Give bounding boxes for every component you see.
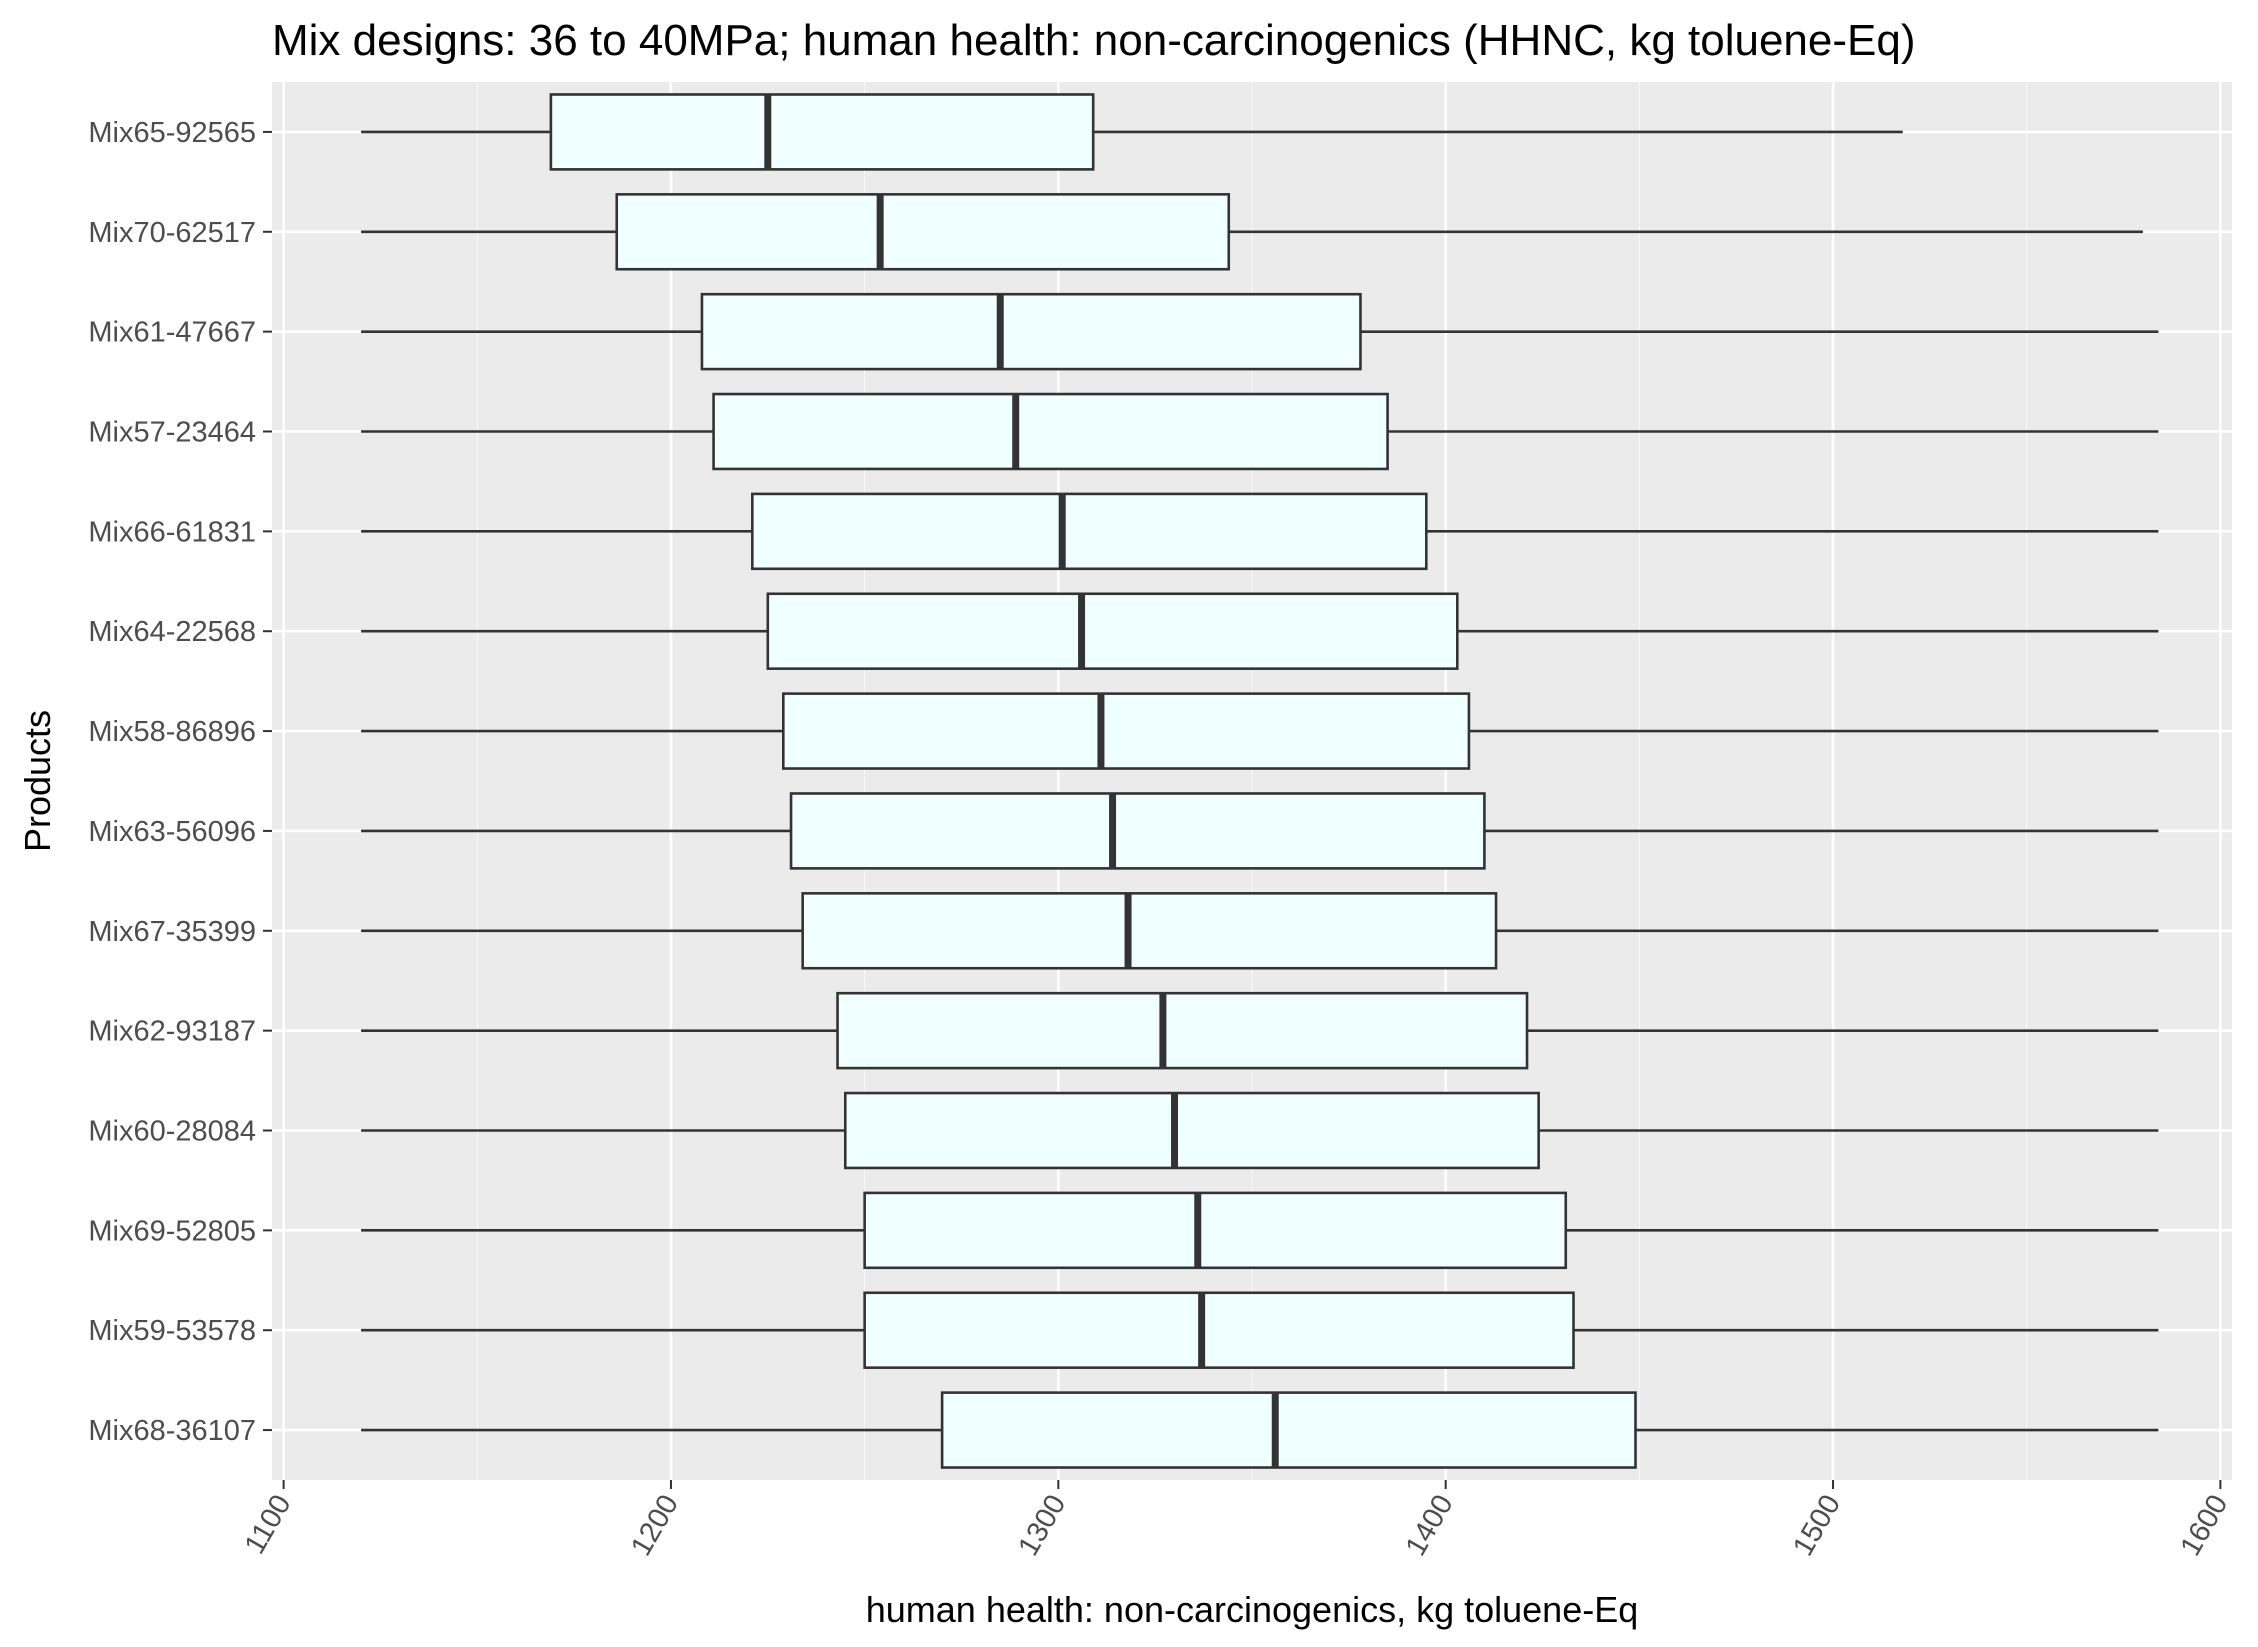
chart-title: Mix designs: 36 to 40MPa; human health: …: [272, 16, 1916, 65]
box-group: [361, 1291, 2159, 1369]
y-axis: Mix65-92565 Mix70-62517 Mix61-47667 Mix57-2…: [88, 117, 272, 1447]
box-iqr: [801, 892, 1498, 970]
box-group: [361, 991, 2159, 1070]
box-series: [361, 93, 2159, 1469]
y-tick-label: Mix64-22568: [88, 616, 256, 648]
x-axis: 1100 1200 1300 1400 1500 1600: [239, 1480, 2234, 1562]
box-iqr: [615, 193, 1231, 271]
box-iqr: [782, 692, 1471, 770]
box-group: [361, 892, 2159, 970]
x-axis-title: human health: non-carcinogenics, kg tolu…: [866, 1589, 1639, 1630]
y-tick-label: Mix59-53578: [88, 1315, 256, 1347]
y-tick-label: Mix67-35399: [88, 916, 256, 948]
x-tick-label: 1200: [625, 1490, 685, 1562]
box-group: [361, 1391, 2159, 1469]
y-tick-label: Mix57-23464: [88, 417, 256, 449]
box-group: [361, 492, 2159, 571]
box-iqr: [712, 392, 1389, 471]
x-tick-label: 1400: [1400, 1490, 1460, 1562]
y-tick-label: Mix63-56096: [88, 816, 256, 848]
box-group: [361, 792, 2159, 870]
y-tick-label: Mix61-47667: [88, 317, 256, 349]
box-group: [361, 1091, 2159, 1170]
x-tick-label: 1100: [239, 1490, 298, 1560]
box-iqr: [751, 492, 1428, 571]
box-group: [361, 93, 1903, 171]
box-iqr: [700, 292, 1362, 371]
y-tick-label: Mix65-92565: [88, 117, 256, 149]
box-iqr: [843, 1091, 1540, 1170]
x-tick-label: 1300: [1012, 1490, 1072, 1562]
y-tick-label: Mix58-86896: [88, 716, 256, 748]
box-group: [361, 193, 2143, 271]
box-iqr: [766, 592, 1459, 670]
box-group: [361, 1191, 2159, 1270]
box-group: [361, 592, 2159, 670]
y-tick-label: Mix62-93187: [88, 1016, 256, 1048]
box-iqr: [863, 1291, 1575, 1369]
box-iqr: [789, 792, 1486, 870]
box-iqr: [549, 93, 1095, 171]
box-iqr: [863, 1191, 1568, 1270]
y-tick-label: Mix66-61831: [88, 516, 256, 548]
y-tick-label: Mix69-52805: [88, 1215, 256, 1247]
y-tick-label: Mix68-36107: [88, 1415, 256, 1447]
box-iqr: [836, 991, 1529, 1070]
box-group: [361, 392, 2159, 471]
y-axis-title: Products: [17, 710, 58, 852]
box-iqr: [940, 1391, 1637, 1469]
y-tick-label: Mix70-62517: [88, 217, 256, 249]
box-group: [361, 292, 2159, 371]
box-group: [361, 692, 2159, 770]
y-tick-label: Mix60-28084: [88, 1116, 256, 1148]
x-tick-label: 1600: [2174, 1490, 2234, 1562]
x-tick-label: 1500: [1787, 1490, 1847, 1562]
